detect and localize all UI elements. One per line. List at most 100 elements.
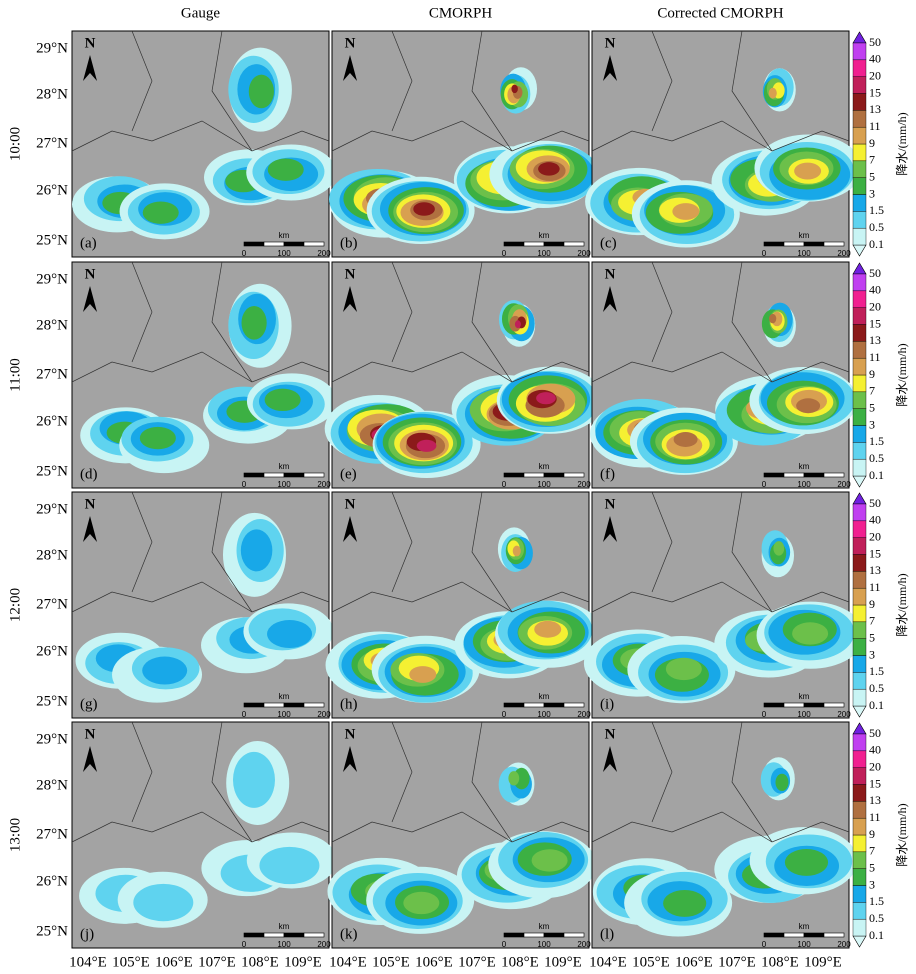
colorbar-title: 降水/(mm/h)	[895, 112, 909, 175]
scale-segment	[803, 472, 825, 478]
boundary	[71, 261, 330, 383]
lat-label: 26°N	[36, 413, 68, 429]
colorbar-title: 降水/(mm/h)	[895, 343, 909, 406]
rain-area	[768, 87, 777, 99]
scale-label: 0	[502, 249, 507, 258]
column-title: Corrected CMORPH	[657, 5, 783, 21]
scale-label: 0	[242, 710, 247, 719]
colorbar-tick: 9	[869, 597, 875, 611]
scale-segment	[523, 472, 545, 478]
rain-area	[514, 320, 521, 329]
scale-segment	[823, 702, 845, 708]
scale-label: 100	[537, 480, 551, 489]
colorbar-swatch	[852, 767, 867, 785]
colorbar-under	[852, 244, 867, 257]
north-label: N	[605, 35, 616, 51]
colorbar-tick: 0.5	[869, 681, 884, 695]
lon-label: 107°E	[198, 954, 236, 970]
panel-label: (a)	[80, 235, 97, 251]
colorbar-tick: 20	[869, 529, 881, 543]
scale-label: 100	[797, 940, 811, 949]
scale-segment	[783, 932, 805, 938]
panel-label: (c)	[600, 235, 617, 251]
north-arrow	[83, 746, 97, 772]
rain-area	[409, 666, 437, 683]
lat-label: 25°N	[36, 232, 68, 248]
lon-label: 106°E	[155, 954, 193, 970]
scale-label: 200	[317, 249, 331, 258]
colorbar-swatch	[852, 587, 867, 606]
boundary	[71, 721, 330, 843]
rain-area	[232, 751, 275, 808]
scale-label: 200	[317, 480, 331, 489]
colorbar-tick: 9	[869, 367, 875, 381]
scale-segment	[503, 472, 525, 478]
map-panel: N (f) km 0 100 200	[590, 261, 858, 489]
colorbar-swatch	[852, 442, 867, 460]
colorbar-tick: 7	[869, 614, 875, 628]
rain-area	[508, 771, 520, 786]
scale-segment	[503, 932, 525, 938]
lat-label: 26°N	[36, 873, 68, 889]
panel-label: (h)	[340, 696, 358, 712]
lon-label: 105°E	[372, 954, 410, 970]
colorbar-tick: 20	[869, 68, 881, 82]
north-label: N	[85, 726, 96, 742]
north-arrow	[343, 55, 357, 81]
scale-unit: km	[279, 231, 290, 240]
colorbar-tick: 1.5	[869, 434, 884, 448]
colorbar-over	[852, 262, 867, 275]
lat-label: 28°N	[36, 777, 68, 793]
north-arrow	[603, 516, 617, 542]
colorbar-tick: 50	[869, 266, 881, 280]
map-panel: N (k) km 0 100 200	[327, 721, 597, 949]
colorbar-swatch	[852, 655, 867, 673]
scale-label: 100	[277, 249, 291, 258]
lat-label: 26°N	[36, 182, 68, 198]
scale-label: 0	[242, 480, 247, 489]
scale-segment	[303, 241, 325, 247]
north-label: N	[605, 266, 616, 282]
colorbar-swatch	[852, 42, 867, 61]
rain-area	[267, 158, 304, 181]
colorbar-tick: 11	[869, 350, 881, 364]
colorbar-swatch	[852, 638, 867, 656]
row-label: 10:00	[7, 127, 23, 161]
scale-unit: km	[799, 462, 810, 471]
scale-segment	[763, 932, 785, 938]
colorbar-tick: 0.1	[869, 237, 884, 251]
boundary	[591, 30, 850, 152]
colorbar-tick: 1.5	[869, 894, 884, 908]
lat-label: 27°N	[36, 596, 68, 612]
lon-label: 104°E	[329, 954, 367, 970]
colorbar-swatch	[852, 273, 867, 292]
scale-segment	[803, 241, 825, 247]
colorbar-tick: 20	[869, 299, 881, 313]
rain-area	[663, 889, 707, 917]
colorbar-swatch	[852, 211, 867, 229]
scale-label: 0	[502, 940, 507, 949]
scale-label: 100	[797, 249, 811, 258]
scale-label: 200	[837, 940, 851, 949]
map-panel: N (g) km 0 100 200	[71, 491, 334, 719]
scale-segment	[543, 472, 565, 478]
panel-label: (k)	[340, 926, 358, 942]
rain-area	[773, 541, 785, 556]
scale-label: 200	[837, 710, 851, 719]
colorbar-swatch	[852, 733, 867, 752]
colorbar-swatch	[852, 688, 867, 707]
colorbar-tick: 13	[869, 333, 881, 347]
rain-area	[796, 398, 821, 414]
scale-label: 200	[577, 480, 591, 489]
scale-segment	[563, 472, 585, 478]
colorbar-swatch	[852, 391, 867, 409]
scale-segment	[823, 932, 845, 938]
rain-area	[769, 313, 777, 324]
map-panel: N (e) km 0 100 200	[324, 261, 605, 489]
panel-label: (l)	[600, 926, 614, 942]
scale-segment	[243, 702, 265, 708]
colorbar-swatch	[852, 750, 867, 768]
scale-unit: km	[539, 231, 550, 240]
scale-segment	[783, 702, 805, 708]
